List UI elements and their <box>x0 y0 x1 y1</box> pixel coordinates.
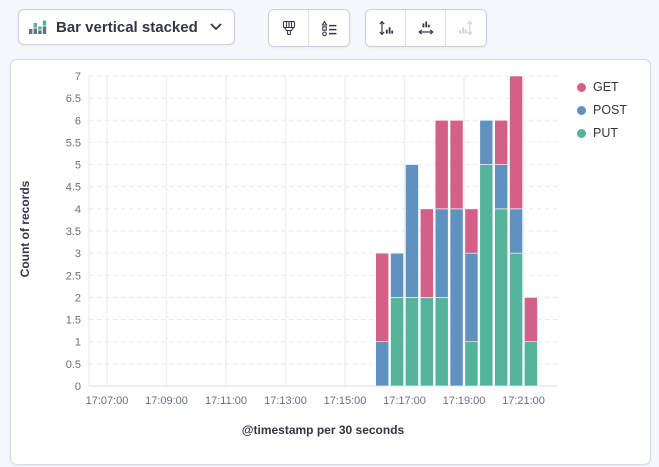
bar-segment-post[interactable] <box>509 208 523 254</box>
bar-segment-get[interactable] <box>375 252 390 343</box>
bar-segment-post[interactable] <box>494 164 509 210</box>
legend-item-get[interactable]: GET <box>577 80 627 94</box>
bar-segment-put[interactable] <box>419 297 434 387</box>
x-axis-tick-label: 17:07:00 <box>86 395 129 407</box>
legend-label: POST <box>593 103 628 117</box>
y-axis-tick-label: 2.5 <box>66 270 81 282</box>
y-axis-tick-label: 3.5 <box>66 226 81 238</box>
bar-segment-get[interactable] <box>464 208 479 254</box>
y-axis-tick-label: 5 <box>75 160 81 172</box>
bar-segment-get[interactable] <box>434 119 449 210</box>
fit-vertical-alt-icon <box>458 19 475 37</box>
legend-item-put[interactable]: PUT <box>577 126 627 140</box>
x-axis-tick-label: 17:17:00 <box>383 395 426 407</box>
y-axis-tick-label: 0 <box>75 381 81 393</box>
y-axis-tick-label: 2 <box>75 292 81 304</box>
y-axis-tick-label: 4.5 <box>66 182 81 194</box>
y-axis-tick-label: 4 <box>75 204 81 216</box>
chart-type-label: Bar vertical stacked <box>56 18 198 36</box>
y-axis-tick-label: 6.5 <box>66 93 81 105</box>
chart-type-dropdown[interactable]: Bar vertical stacked <box>18 9 235 45</box>
fit-vertical-axis-button[interactable] <box>366 10 406 46</box>
chart-panel: 0 0.5 1 1.5 2 2.5 3 3.5 4 4.5 5 5.5 6 6.5 7 17:07:00 17:… <box>10 59 651 465</box>
axis-fit-button-group <box>365 9 487 47</box>
bar-segment-put[interactable] <box>494 208 509 387</box>
visual-options-button[interactable] <box>309 10 349 46</box>
bar-segment-post[interactable] <box>449 208 464 387</box>
visual-options-icon <box>320 20 338 37</box>
bar-segment-put[interactable] <box>509 252 523 387</box>
bar-segment-get[interactable] <box>509 75 523 210</box>
bar-segment-post[interactable] <box>434 208 449 298</box>
bar-segment-post[interactable] <box>390 252 404 298</box>
x-axis-tick-label: 17:15:00 <box>324 395 367 407</box>
x-axis-tick-label: 17:09:00 <box>145 395 188 407</box>
bar-segment-post[interactable] <box>405 164 419 298</box>
y-axis-title: Count of records <box>18 180 32 278</box>
fit-horizontal-axis-icon <box>417 20 435 37</box>
bar-segment-get[interactable] <box>524 297 538 343</box>
y-axis-tick-label: 6 <box>75 115 81 127</box>
y-axis-tick-label: 3 <box>75 248 81 260</box>
legend-item-post[interactable]: POST <box>577 103 627 117</box>
bar-segment-get[interactable] <box>419 208 434 298</box>
bar-segment-post[interactable] <box>479 119 494 165</box>
chart-toolbar: Bar vertical stacked <box>0 0 659 58</box>
y-axis-tick-label: 0.5 <box>66 359 81 371</box>
bar-segment-get[interactable] <box>449 119 464 210</box>
fit-horizontal-axis-button[interactable] <box>406 10 446 46</box>
x-axis-tick-label: 17:21:00 <box>502 395 545 407</box>
bar-segment-put[interactable] <box>390 297 404 387</box>
chart-legend: GET POST PUT <box>577 80 627 140</box>
x-axis-title: @timestamp per 30 seconds <box>241 423 405 437</box>
bar-segment-put[interactable] <box>464 341 479 387</box>
bar-segment-put[interactable] <box>434 297 449 387</box>
x-axis-tick-label: 17:13:00 <box>264 395 307 407</box>
brush-icon <box>281 20 297 37</box>
bar-segment-get[interactable] <box>494 119 509 165</box>
bar-segment-put[interactable] <box>524 341 538 387</box>
bar-segment-put[interactable] <box>405 297 419 387</box>
legend-label: PUT <box>593 126 618 140</box>
y-axis-tick-label: 1.5 <box>66 315 81 327</box>
legend-dot-icon <box>577 105 586 115</box>
y-axis-tick-label: 7 <box>75 71 81 83</box>
x-axis-tick-label: 17:19:00 <box>443 395 486 407</box>
stacked-bar-chart-icon <box>29 20 48 35</box>
style-button-group <box>268 9 350 47</box>
brush-button[interactable] <box>269 10 309 46</box>
bar-segment-put[interactable] <box>479 164 494 387</box>
bar-segment-post[interactable] <box>464 252 479 343</box>
x-axis-tick-label: 17:11:00 <box>205 395 247 407</box>
fit-vertical-axis-icon <box>377 19 394 37</box>
fit-vertical-alt-button <box>446 10 486 46</box>
y-axis-tick-label: 1 <box>75 337 81 349</box>
stacked-bar-chart: 0 0.5 1 1.5 2 2.5 3 3.5 4 4.5 5 5.5 6 6.5 7 17:07:00 17:… <box>66 71 557 407</box>
legend-dot-icon <box>577 128 586 138</box>
chevron-down-icon <box>210 23 222 31</box>
legend-label: GET <box>593 80 619 94</box>
y-axis-tick-label: 5.5 <box>66 137 81 149</box>
legend-dot-icon <box>577 82 586 92</box>
bar-segment-post[interactable] <box>375 341 390 387</box>
